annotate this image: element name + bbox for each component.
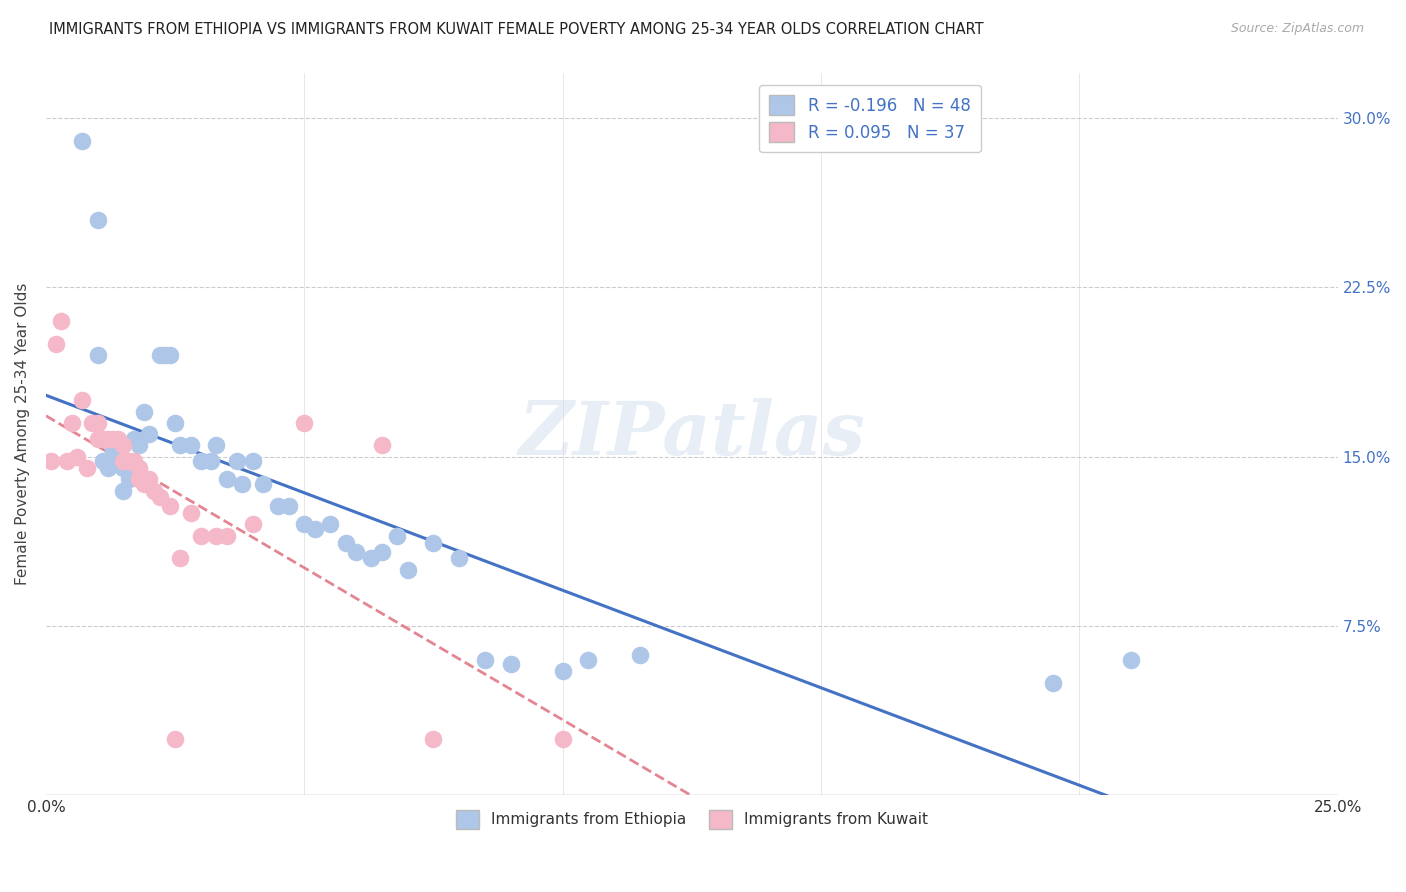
Point [112, 483, 135, 498]
Point [91, 432, 114, 446]
Point [39, 454, 62, 468]
Point [226, 454, 249, 468]
Point [134, 404, 156, 418]
Point [165, 731, 187, 746]
Point [86, 212, 108, 227]
Text: Source: ZipAtlas.com: Source: ZipAtlas.com [1230, 22, 1364, 36]
Point [1042, 675, 1064, 690]
Point [242, 454, 264, 468]
Point [60, 416, 83, 430]
Point [107, 432, 129, 446]
Point [45, 337, 67, 351]
Point [396, 563, 419, 577]
Point [231, 476, 253, 491]
Point [128, 461, 150, 475]
Point [138, 472, 160, 486]
Point [200, 454, 222, 468]
Point [499, 657, 522, 672]
Point [190, 529, 212, 543]
Point [122, 454, 145, 468]
Point [143, 483, 166, 498]
Text: ZIPatlas: ZIPatlas [519, 398, 865, 470]
Point [66, 450, 89, 464]
Point [551, 664, 574, 678]
Point [165, 416, 187, 430]
Point [344, 544, 367, 558]
Point [112, 461, 135, 475]
Point [371, 438, 394, 452]
Point [70, 393, 93, 408]
Point [51, 314, 73, 328]
Point [371, 544, 394, 558]
Point [117, 454, 139, 468]
Point [159, 348, 181, 362]
Point [169, 438, 191, 452]
Point [138, 427, 160, 442]
Legend: Immigrants from Ethiopia, Immigrants from Kuwait: Immigrants from Ethiopia, Immigrants fro… [450, 804, 934, 835]
Point [551, 731, 574, 746]
Point [91, 454, 114, 468]
Point [101, 442, 124, 457]
Point [277, 500, 299, 514]
Point [335, 535, 357, 549]
Point [387, 529, 409, 543]
Point [578, 653, 600, 667]
Point [112, 454, 135, 468]
Point [101, 454, 124, 468]
Point [304, 522, 326, 536]
Point [101, 432, 124, 446]
Point [117, 472, 139, 486]
Point [474, 653, 496, 667]
Point [70, 134, 93, 148]
Point [422, 535, 444, 549]
Point [76, 461, 98, 475]
Point [180, 506, 202, 520]
Point [319, 517, 342, 532]
Point [1119, 653, 1142, 667]
Point [180, 438, 202, 452]
Point [215, 529, 238, 543]
Point [449, 551, 471, 566]
Point [153, 348, 176, 362]
Point [122, 432, 145, 446]
Point [97, 461, 120, 475]
Point [159, 500, 181, 514]
Point [360, 551, 382, 566]
Point [134, 476, 156, 491]
Point [252, 476, 274, 491]
Point [97, 432, 120, 446]
Point [128, 438, 150, 452]
Point [149, 491, 172, 505]
Point [169, 551, 191, 566]
Point [205, 529, 228, 543]
Point [205, 438, 228, 452]
Point [86, 416, 108, 430]
Point [242, 517, 264, 532]
Point [112, 438, 135, 452]
Y-axis label: Female Poverty Among 25-34 Year Olds: Female Poverty Among 25-34 Year Olds [15, 283, 30, 585]
Point [149, 348, 172, 362]
Point [55, 454, 77, 468]
Point [628, 648, 651, 663]
Text: IMMIGRANTS FROM ETHIOPIA VS IMMIGRANTS FROM KUWAIT FEMALE POVERTY AMONG 25-34 YE: IMMIGRANTS FROM ETHIOPIA VS IMMIGRANTS F… [49, 22, 984, 37]
Point [292, 517, 315, 532]
Point [292, 416, 315, 430]
Point [86, 432, 108, 446]
Point [128, 472, 150, 486]
Point [215, 472, 238, 486]
Point [190, 454, 212, 468]
Point [82, 416, 104, 430]
Point [422, 731, 444, 746]
Point [86, 348, 108, 362]
Point [267, 500, 290, 514]
